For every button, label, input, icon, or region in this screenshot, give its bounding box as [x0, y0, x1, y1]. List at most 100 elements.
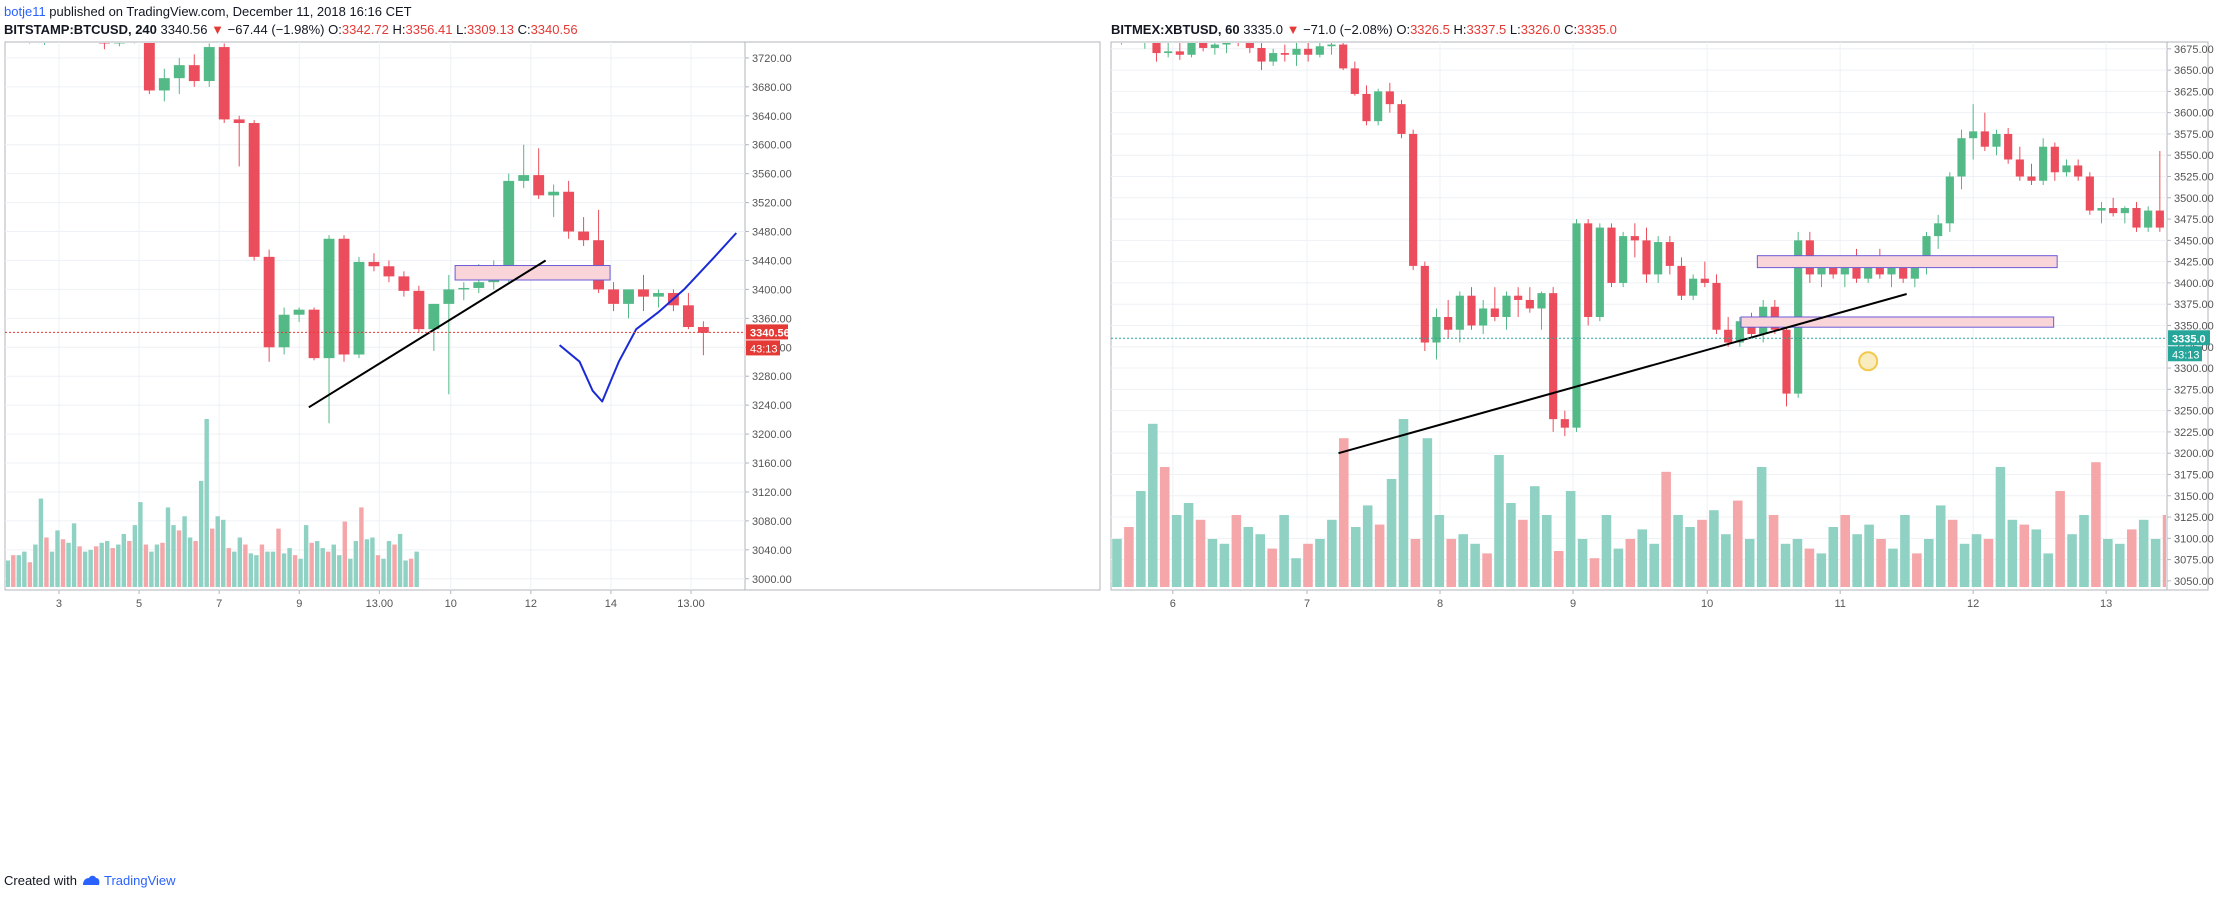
- candle-body: [1829, 265, 1838, 275]
- volume-bar: [254, 555, 259, 587]
- candle-body: [1397, 104, 1406, 134]
- volume-bar: [1159, 467, 1170, 587]
- volume-bar: [1959, 543, 1970, 587]
- y-tick-label: 3480.00: [752, 227, 792, 239]
- left-chart[interactable]: 3720.00 3680.00 3640.00 3600.00 3560.00 3520.…: [0, 0, 1108, 899]
- volume-bar: [1768, 515, 1779, 587]
- candle-body: [1490, 308, 1499, 317]
- left-h-label: H:: [392, 22, 406, 37]
- candle-body: [233, 119, 245, 124]
- y-tick-label: 3040.00: [752, 545, 792, 557]
- countdown-label: 43:13: [750, 343, 778, 355]
- right-open: 3326.5: [1410, 22, 1450, 37]
- candle-body: [608, 289, 619, 304]
- volume-bar: [121, 533, 127, 587]
- x-tick-label: 3: [56, 598, 62, 610]
- left-o-label: O:: [328, 22, 342, 37]
- candle-body: [503, 180, 515, 272]
- right-symbol[interactable]: BITMEX:XBTUSD, 60: [1111, 22, 1240, 37]
- volume-bar: [1458, 534, 1468, 587]
- volume-bar: [55, 530, 60, 587]
- candle-body: [1980, 131, 1989, 147]
- candle-body: [1455, 295, 1464, 330]
- candle-body: [458, 287, 470, 290]
- y-tick-label: 3350.00: [2174, 320, 2214, 332]
- candle-body: [188, 65, 200, 82]
- volume-bar: [392, 544, 397, 587]
- left-change: −67.44 (−1.98%): [227, 22, 325, 37]
- volume-bar: [1637, 529, 1648, 587]
- volume-bar: [1709, 510, 1719, 587]
- x-tick-label: 13: [2100, 598, 2112, 610]
- volume-bar: [11, 555, 16, 587]
- volume-bar: [397, 533, 403, 587]
- volume-bar: [1673, 515, 1683, 587]
- candle-body: [1409, 133, 1418, 266]
- down-arrow-icon: ▼: [211, 22, 225, 37]
- author-link[interactable]: botje11: [4, 4, 46, 19]
- volume-bar: [1685, 527, 1695, 587]
- right-h-label: H:: [1453, 22, 1467, 37]
- volume-bar: [2067, 534, 2077, 587]
- candle-body: [443, 289, 455, 304]
- volume-bar: [1804, 548, 1815, 587]
- volume-bar: [1840, 515, 1850, 587]
- volume-bar: [1231, 515, 1242, 587]
- annotations: [1338, 255, 2058, 455]
- volume-bar: [171, 525, 176, 587]
- y-tick-label: 3120.00: [752, 487, 792, 499]
- x-tick-label: 14: [605, 598, 617, 610]
- candle-body: [383, 266, 395, 277]
- volume-bar: [82, 551, 88, 587]
- candle-body: [1444, 316, 1453, 330]
- candle-body: [1595, 227, 1604, 317]
- volume-bar: [1279, 515, 1289, 587]
- volume-bar: [386, 541, 392, 587]
- candle-body: [428, 303, 440, 330]
- y-tick-label: 3650.00: [2174, 65, 2214, 77]
- tradingview-brand-link[interactable]: TradingView: [104, 873, 176, 888]
- last-price-label: 3340.56: [750, 327, 790, 339]
- volume-bar: [1195, 519, 1206, 587]
- volume-bar: [375, 555, 381, 587]
- volume-bar: [6, 560, 10, 587]
- left-symbol[interactable]: BITSTAMP:BTCUSD, 240: [4, 22, 157, 37]
- volume-bar: [1255, 534, 1266, 587]
- y-tick-label: 3575.00: [2174, 129, 2214, 141]
- y-tick-label: 3125.00: [2174, 512, 2214, 524]
- candle-body: [1654, 242, 1663, 275]
- volume-bar: [337, 555, 342, 587]
- y-tick-label: 3000.00: [752, 574, 792, 586]
- y-tick-label: 3300.00: [2174, 363, 2214, 375]
- candle-body: [1479, 308, 1488, 326]
- candle-body: [1864, 265, 1873, 279]
- x-tick-label: 8: [1437, 598, 1443, 610]
- right-chart[interactable]: 3675.00 3650.00 3625.00 3600.00 3575.00 3550.…: [1108, 0, 2217, 899]
- volume-bar: [1506, 503, 1516, 587]
- candle-body: [263, 256, 275, 348]
- y-tick-label: 3225.00: [2174, 427, 2214, 439]
- candle-body: [1315, 46, 1324, 55]
- volume-bar: [2138, 519, 2149, 587]
- volume-bar: [353, 541, 359, 587]
- volume-bar: [237, 537, 243, 587]
- volume-bar: [326, 551, 331, 587]
- left-close: 3340.56: [530, 22, 578, 37]
- candle-body: [682, 305, 694, 328]
- x-tick-label: 7: [216, 598, 222, 610]
- right-last: 3335.0: [1243, 22, 1283, 37]
- volume-bar: [116, 544, 121, 587]
- volume-bar: [1386, 479, 1397, 587]
- candle-body: [248, 123, 260, 257]
- volume-bar: [77, 546, 82, 587]
- candle-body: [1665, 242, 1674, 266]
- x-tick-label: 13.00: [366, 598, 394, 610]
- candle-body: [697, 327, 709, 333]
- candle-body: [1362, 93, 1371, 122]
- volume-bar: [1243, 527, 1254, 587]
- volume-bar: [1816, 553, 1827, 587]
- volume-bar: [132, 525, 138, 587]
- volume-bar: [331, 544, 336, 587]
- candle-body: [1572, 223, 1581, 428]
- candle-body: [1525, 299, 1534, 309]
